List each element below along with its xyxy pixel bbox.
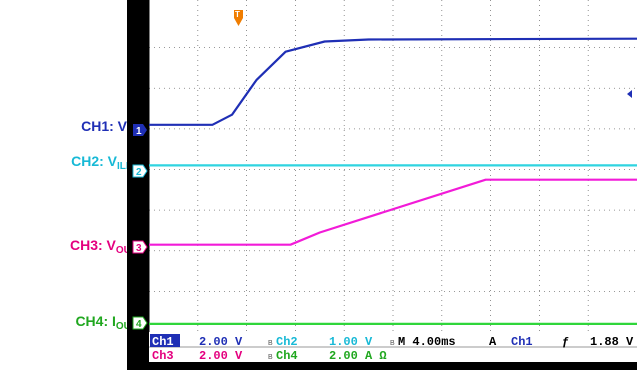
- ch3-label-main: CH3: V: [69, 237, 116, 253]
- ch2-label-main: CH2: V: [71, 153, 117, 169]
- ch3-label: CH3: VOUT: [70, 237, 137, 256]
- ch3-status-name: Ch3: [152, 349, 174, 363]
- trigger-source: Ch1: [511, 335, 533, 349]
- bw-limit-ch3-icon: B: [268, 354, 273, 361]
- trigger-slope-icon: ƒ: [562, 335, 569, 349]
- grid: [148, 0, 637, 332]
- bw-limit-ch1-icon: B: [268, 340, 273, 347]
- trigger-mode: A: [489, 335, 497, 349]
- ch2-scale: 1.00 V: [329, 335, 373, 349]
- ch2-marker: 2: [132, 164, 148, 178]
- ch3-trace: [149, 178, 637, 246]
- status-bar: Ch1 2.00 V B Ch2 1.00 V B M 4.00ms A Ch1…: [149, 332, 637, 363]
- ch3-marker: 3: [132, 240, 148, 254]
- trigger-level: 1.88 V: [590, 335, 634, 349]
- ch1-label-main: CH1: V: [81, 118, 127, 134]
- ch1-status-box: [150, 334, 180, 347]
- ch1-marker-text: 1: [136, 126, 142, 137]
- ch1-status-name: Ch1: [152, 335, 174, 349]
- ch3-scale: 2.00 V: [199, 349, 243, 363]
- timebase: M 4.00ms: [398, 335, 456, 349]
- trigger-marker: T: [234, 10, 243, 26]
- ch3-marker-text: 3: [136, 243, 142, 254]
- ch1-scale: 2.00 V: [199, 335, 243, 349]
- ch4-marker: 4: [132, 316, 148, 330]
- ch4-marker-text: 4: [136, 319, 142, 330]
- ch4-label-sub: OUT: [115, 321, 137, 332]
- ch1-trace: [149, 37, 637, 126]
- ch2-status-name: Ch2: [276, 335, 298, 349]
- ch3-label-sub: OUT: [115, 245, 137, 256]
- scope-frame-left: [127, 0, 149, 370]
- ch1-marker: 1: [133, 124, 147, 137]
- trigger-marker-text: T: [235, 10, 240, 19]
- ch2-marker-text: 2: [136, 167, 142, 178]
- ch4-status-name: Ch4: [276, 349, 298, 363]
- scope-frame-bottom: [127, 362, 637, 370]
- bw-limit-ch2-icon: B: [390, 340, 395, 347]
- ch4-label-main: CH4: I: [75, 313, 116, 329]
- trigger-level-icon: [627, 90, 632, 98]
- ch4-label: CH4: IOUT: [75, 313, 137, 332]
- ch4-scale: 2.00 A Ω: [329, 349, 387, 363]
- traces: [149, 37, 637, 325]
